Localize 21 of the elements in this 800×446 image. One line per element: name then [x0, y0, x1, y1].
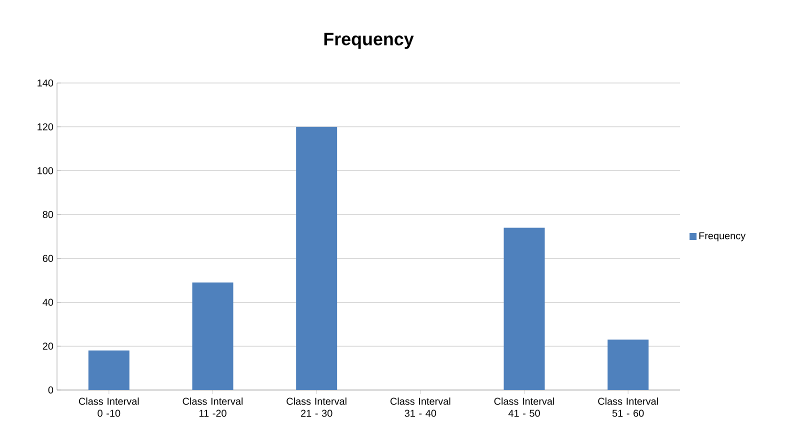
legend-label: Frequency: [699, 232, 746, 242]
y-tick-label: 120: [38, 123, 54, 130]
x-tick-label: Class Interval 0 -10: [78, 398, 139, 417]
bar: [296, 126, 338, 390]
y-tick-label: 100: [38, 167, 54, 174]
chart-title: Frequency: [324, 32, 414, 49]
bar: [192, 282, 234, 390]
y-tick-label: 140: [38, 79, 54, 87]
x-tick-label: Class Interval 51 - 60: [598, 398, 658, 417]
x-tick-label: Class Interval 21 - 30: [286, 398, 346, 417]
x-tick-label: Class Interval 11 -20: [182, 398, 243, 417]
bar: [608, 340, 649, 390]
y-tick-label: 80: [42, 211, 54, 218]
x-tick-label: Class Interval 41 - 50: [494, 398, 554, 417]
x-tick-label: Class Interval 31 - 40: [390, 398, 450, 417]
y-tick-label: 0: [48, 386, 54, 394]
bar: [88, 350, 130, 390]
y-tick-label: 60: [42, 254, 54, 262]
y-tick-label: 20: [42, 342, 54, 350]
y-tick-label: 40: [42, 298, 54, 306]
bar: [504, 228, 545, 390]
